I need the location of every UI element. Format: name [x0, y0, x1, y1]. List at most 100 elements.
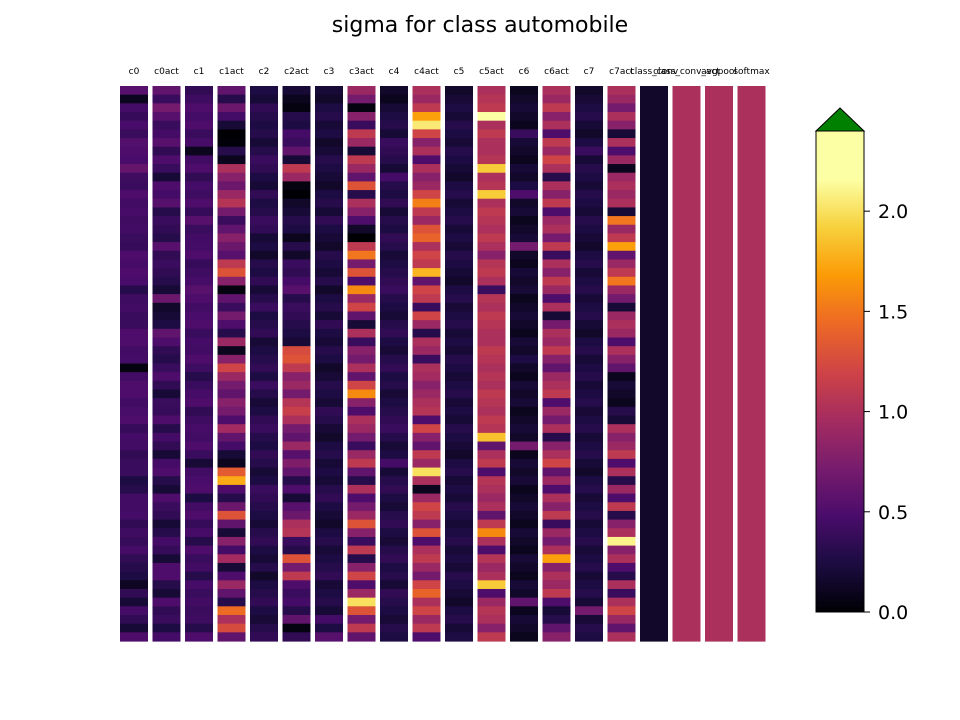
heatmap-cell — [705, 224, 733, 235]
heatmap-cell — [120, 103, 148, 113]
heatmap-cell — [412, 372, 441, 382]
heatmap-cell — [315, 146, 343, 156]
heatmap-cell — [510, 302, 538, 313]
heatmap-cell — [380, 233, 408, 243]
heatmap-cell — [250, 103, 278, 113]
heatmap-cell — [542, 554, 571, 564]
heatmap-cell — [705, 250, 733, 261]
heatmap-cell — [575, 129, 603, 139]
heatmap-cell — [477, 103, 506, 113]
heatmap-cell — [705, 597, 733, 607]
heatmap-cell — [510, 580, 538, 590]
heatmap-cell — [185, 337, 213, 347]
heatmap-cell — [542, 623, 571, 633]
heatmap-cell — [250, 164, 278, 174]
heatmap-cell — [640, 311, 668, 321]
heatmap-cell — [607, 424, 636, 434]
heatmap-cell — [380, 623, 408, 633]
heatmap-cell — [477, 354, 506, 365]
heatmap-cell — [347, 441, 376, 451]
heatmap-cell — [477, 415, 506, 425]
heatmap-cell — [315, 302, 343, 313]
heatmap-cell — [607, 138, 636, 148]
heatmap-cell — [250, 580, 278, 590]
heatmap-cell — [705, 172, 733, 182]
heatmap-cell — [672, 363, 701, 373]
heatmap-cell — [607, 571, 636, 581]
heatmap-cell — [412, 242, 441, 252]
heatmap-cell — [477, 502, 506, 512]
heatmap-cell — [705, 484, 733, 495]
heatmap-cell — [152, 112, 181, 122]
heatmap-cell — [705, 623, 733, 633]
heatmap-cell — [250, 328, 278, 339]
heatmap-cell — [282, 571, 311, 581]
heatmap-cell — [737, 450, 766, 460]
heatmap-cell — [217, 597, 246, 607]
heatmap-cell — [640, 597, 668, 607]
heatmap-cell — [737, 328, 766, 339]
heatmap-cell — [672, 450, 701, 460]
heatmap-cell — [640, 458, 668, 469]
heatmap-cell — [705, 571, 733, 581]
heatmap-column-class_conv — [640, 86, 668, 642]
heatmap-cell — [217, 502, 246, 512]
heatmap-cell — [347, 614, 376, 625]
heatmap-cell — [640, 86, 668, 96]
heatmap-cell — [250, 86, 278, 96]
heatmap-cell — [217, 216, 246, 226]
heatmap-cell — [185, 588, 213, 599]
heatmap-cell — [445, 328, 473, 339]
heatmap-cell — [412, 597, 441, 607]
heatmap-cell — [347, 328, 376, 339]
heatmap-column-c3act — [347, 86, 376, 642]
heatmap-cell — [672, 129, 701, 139]
heatmap-cell — [737, 510, 766, 521]
heatmap-cell — [705, 519, 733, 529]
heatmap-cell — [120, 302, 148, 313]
heatmap-cell — [412, 112, 441, 122]
heatmap-cell — [510, 424, 538, 434]
heatmap-cell — [315, 406, 343, 417]
heatmap-cell — [575, 268, 603, 278]
heatmap-cell — [347, 354, 376, 365]
heatmap-cell — [380, 493, 408, 503]
heatmap-cell — [737, 129, 766, 139]
heatmap-cell — [120, 129, 148, 139]
heatmap-cell — [510, 623, 538, 633]
heatmap-cell — [445, 311, 473, 321]
heatmap-cell — [282, 363, 311, 373]
heatmap-cell — [250, 441, 278, 451]
heatmap-cell — [445, 554, 473, 564]
heatmap-cell — [445, 346, 473, 356]
heatmap-cell — [445, 484, 473, 495]
heatmap-cell — [477, 528, 506, 538]
heatmap-cell — [607, 467, 636, 477]
heatmap-cell — [640, 285, 668, 295]
heatmap-cell — [282, 120, 311, 130]
heatmap-cell — [412, 164, 441, 174]
heatmap-cell — [737, 302, 766, 313]
heatmap-cell — [217, 450, 246, 460]
heatmap-cell — [542, 502, 571, 512]
heatmap-cell — [737, 311, 766, 321]
heatmap-cell — [412, 224, 441, 235]
heatmap-cell — [640, 389, 668, 399]
heatmap-cell — [672, 606, 701, 616]
heatmap-cell — [380, 545, 408, 555]
heatmap-column-c6act — [542, 86, 571, 642]
heatmap-cell — [250, 571, 278, 581]
heatmap-cell — [705, 181, 733, 191]
heatmap-cell — [217, 562, 246, 573]
heatmap-cell — [737, 502, 766, 512]
heatmap-cell — [412, 207, 441, 217]
heatmap-cell — [380, 528, 408, 538]
heatmap-cell — [737, 441, 766, 451]
heatmap-cell — [282, 536, 311, 547]
heatmap-cell — [412, 172, 441, 182]
heatmap-cell — [510, 337, 538, 347]
heatmap-cell — [380, 588, 408, 599]
heatmap-cell — [315, 155, 343, 165]
heatmap-cell — [250, 112, 278, 122]
heatmap-cell — [737, 415, 766, 425]
